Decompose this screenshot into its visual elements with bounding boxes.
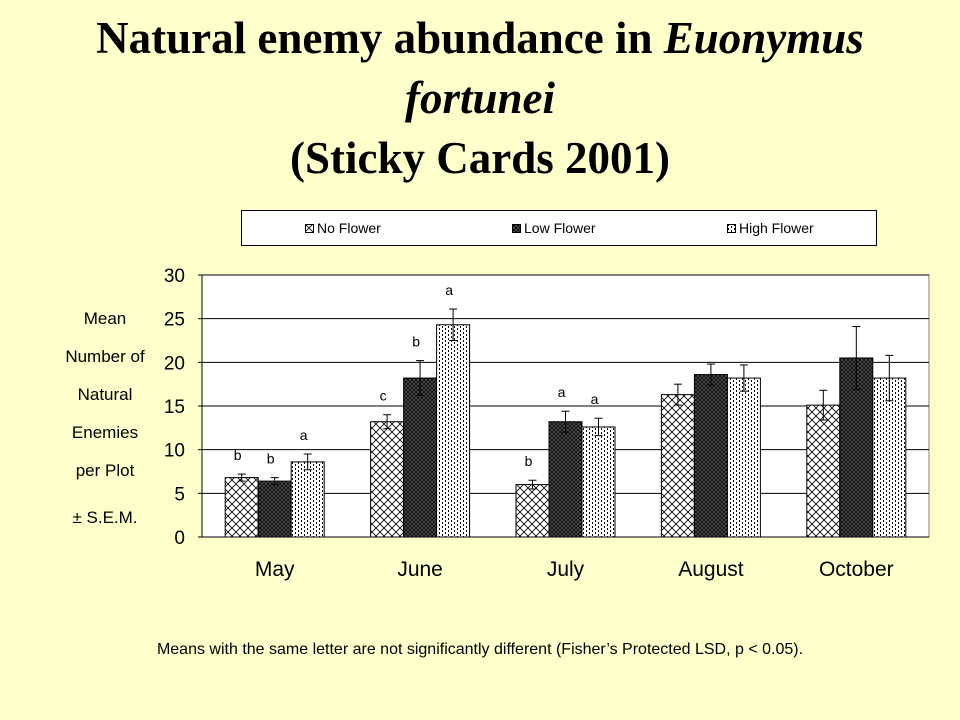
y-tick-label: 10: [164, 441, 185, 462]
legend-label: High Flower: [739, 220, 814, 236]
y-tick-label: 5: [174, 484, 185, 505]
y-tick-label: 20: [164, 353, 185, 374]
bar-low-flower: [403, 377, 438, 538]
x-tick-label: May: [255, 558, 295, 581]
legend-label: No Flower: [317, 220, 381, 236]
y-axis-label-line: Mean: [83, 309, 127, 328]
bar-low-flower: [693, 374, 728, 538]
chart-title: Natural enemy abundance in Euonymus fort…: [0, 8, 960, 188]
legend-item-no-flower: No Flower: [305, 220, 381, 236]
title-line-1: Natural enemy abundance in: [96, 13, 664, 63]
bar-low-flower: [257, 480, 292, 538]
significance-letter: b: [525, 453, 533, 469]
significance-letter: b: [234, 447, 242, 463]
y-tick-label: 25: [164, 310, 185, 331]
legend-label: Low Flower: [524, 220, 596, 236]
x-tick-label: August: [678, 558, 744, 581]
bar-no-flower: [515, 484, 550, 538]
significance-letter: a: [445, 282, 453, 298]
legend-swatch-low-flower: [512, 223, 521, 233]
y-tick-label: 0: [174, 528, 185, 549]
title-line-2: fortunei: [404, 73, 556, 123]
y-tick-label: 15: [164, 397, 185, 418]
title-line-3: (Sticky Cards 2001): [290, 133, 670, 183]
significance-letter: a: [591, 391, 599, 407]
significance-letter: b: [412, 334, 420, 350]
chart-legend: No Flower Low Flower High Flower: [241, 210, 877, 246]
bar-high-flower: [726, 377, 761, 538]
y-axis-label-line: per Plot: [75, 461, 135, 480]
significance-letter: c: [380, 388, 387, 404]
bar-no-flower: [370, 421, 405, 538]
significance-letter: b: [267, 451, 275, 467]
bar-high-flower: [581, 426, 616, 538]
y-axis-label-line: Natural: [77, 385, 133, 404]
plot-area: 0 5 10 15 20 25 30 b b a May c b a June b a a July August Oc…: [164, 266, 930, 581]
significance-letter: a: [558, 384, 566, 400]
legend-swatch-high-flower: [727, 223, 736, 233]
bar-no-flower: [224, 477, 259, 538]
y-axis-label: Mean Number of Natural Enemies per Plot: [20, 300, 190, 490]
bar-high-flower: [436, 324, 471, 538]
y-axis-label-line: Number of: [65, 347, 145, 366]
y-axis-label-line: Enemies: [71, 423, 139, 442]
legend-item-low-flower: Low Flower: [512, 220, 596, 236]
footnote: Means with the same letter are not signi…: [156, 641, 804, 658]
x-tick-label: June: [397, 558, 443, 581]
title-italic-genus: Euonymus: [663, 13, 864, 63]
significance-letter: a: [300, 427, 308, 443]
legend-item-high-flower: High Flower: [727, 220, 814, 236]
x-tick-label: July: [547, 558, 585, 581]
bar-high-flower: [290, 461, 325, 538]
y-axis-label-sem: ± S.E.M.: [72, 508, 138, 527]
bar-high-flower: [872, 377, 907, 538]
legend-swatch-no-flower: [305, 223, 314, 233]
bar-no-flower: [660, 394, 695, 538]
x-tick-label: October: [819, 558, 894, 581]
bar-low-flower: [548, 421, 583, 538]
y-tick-label: 30: [164, 266, 185, 287]
bar-no-flower: [806, 404, 841, 538]
